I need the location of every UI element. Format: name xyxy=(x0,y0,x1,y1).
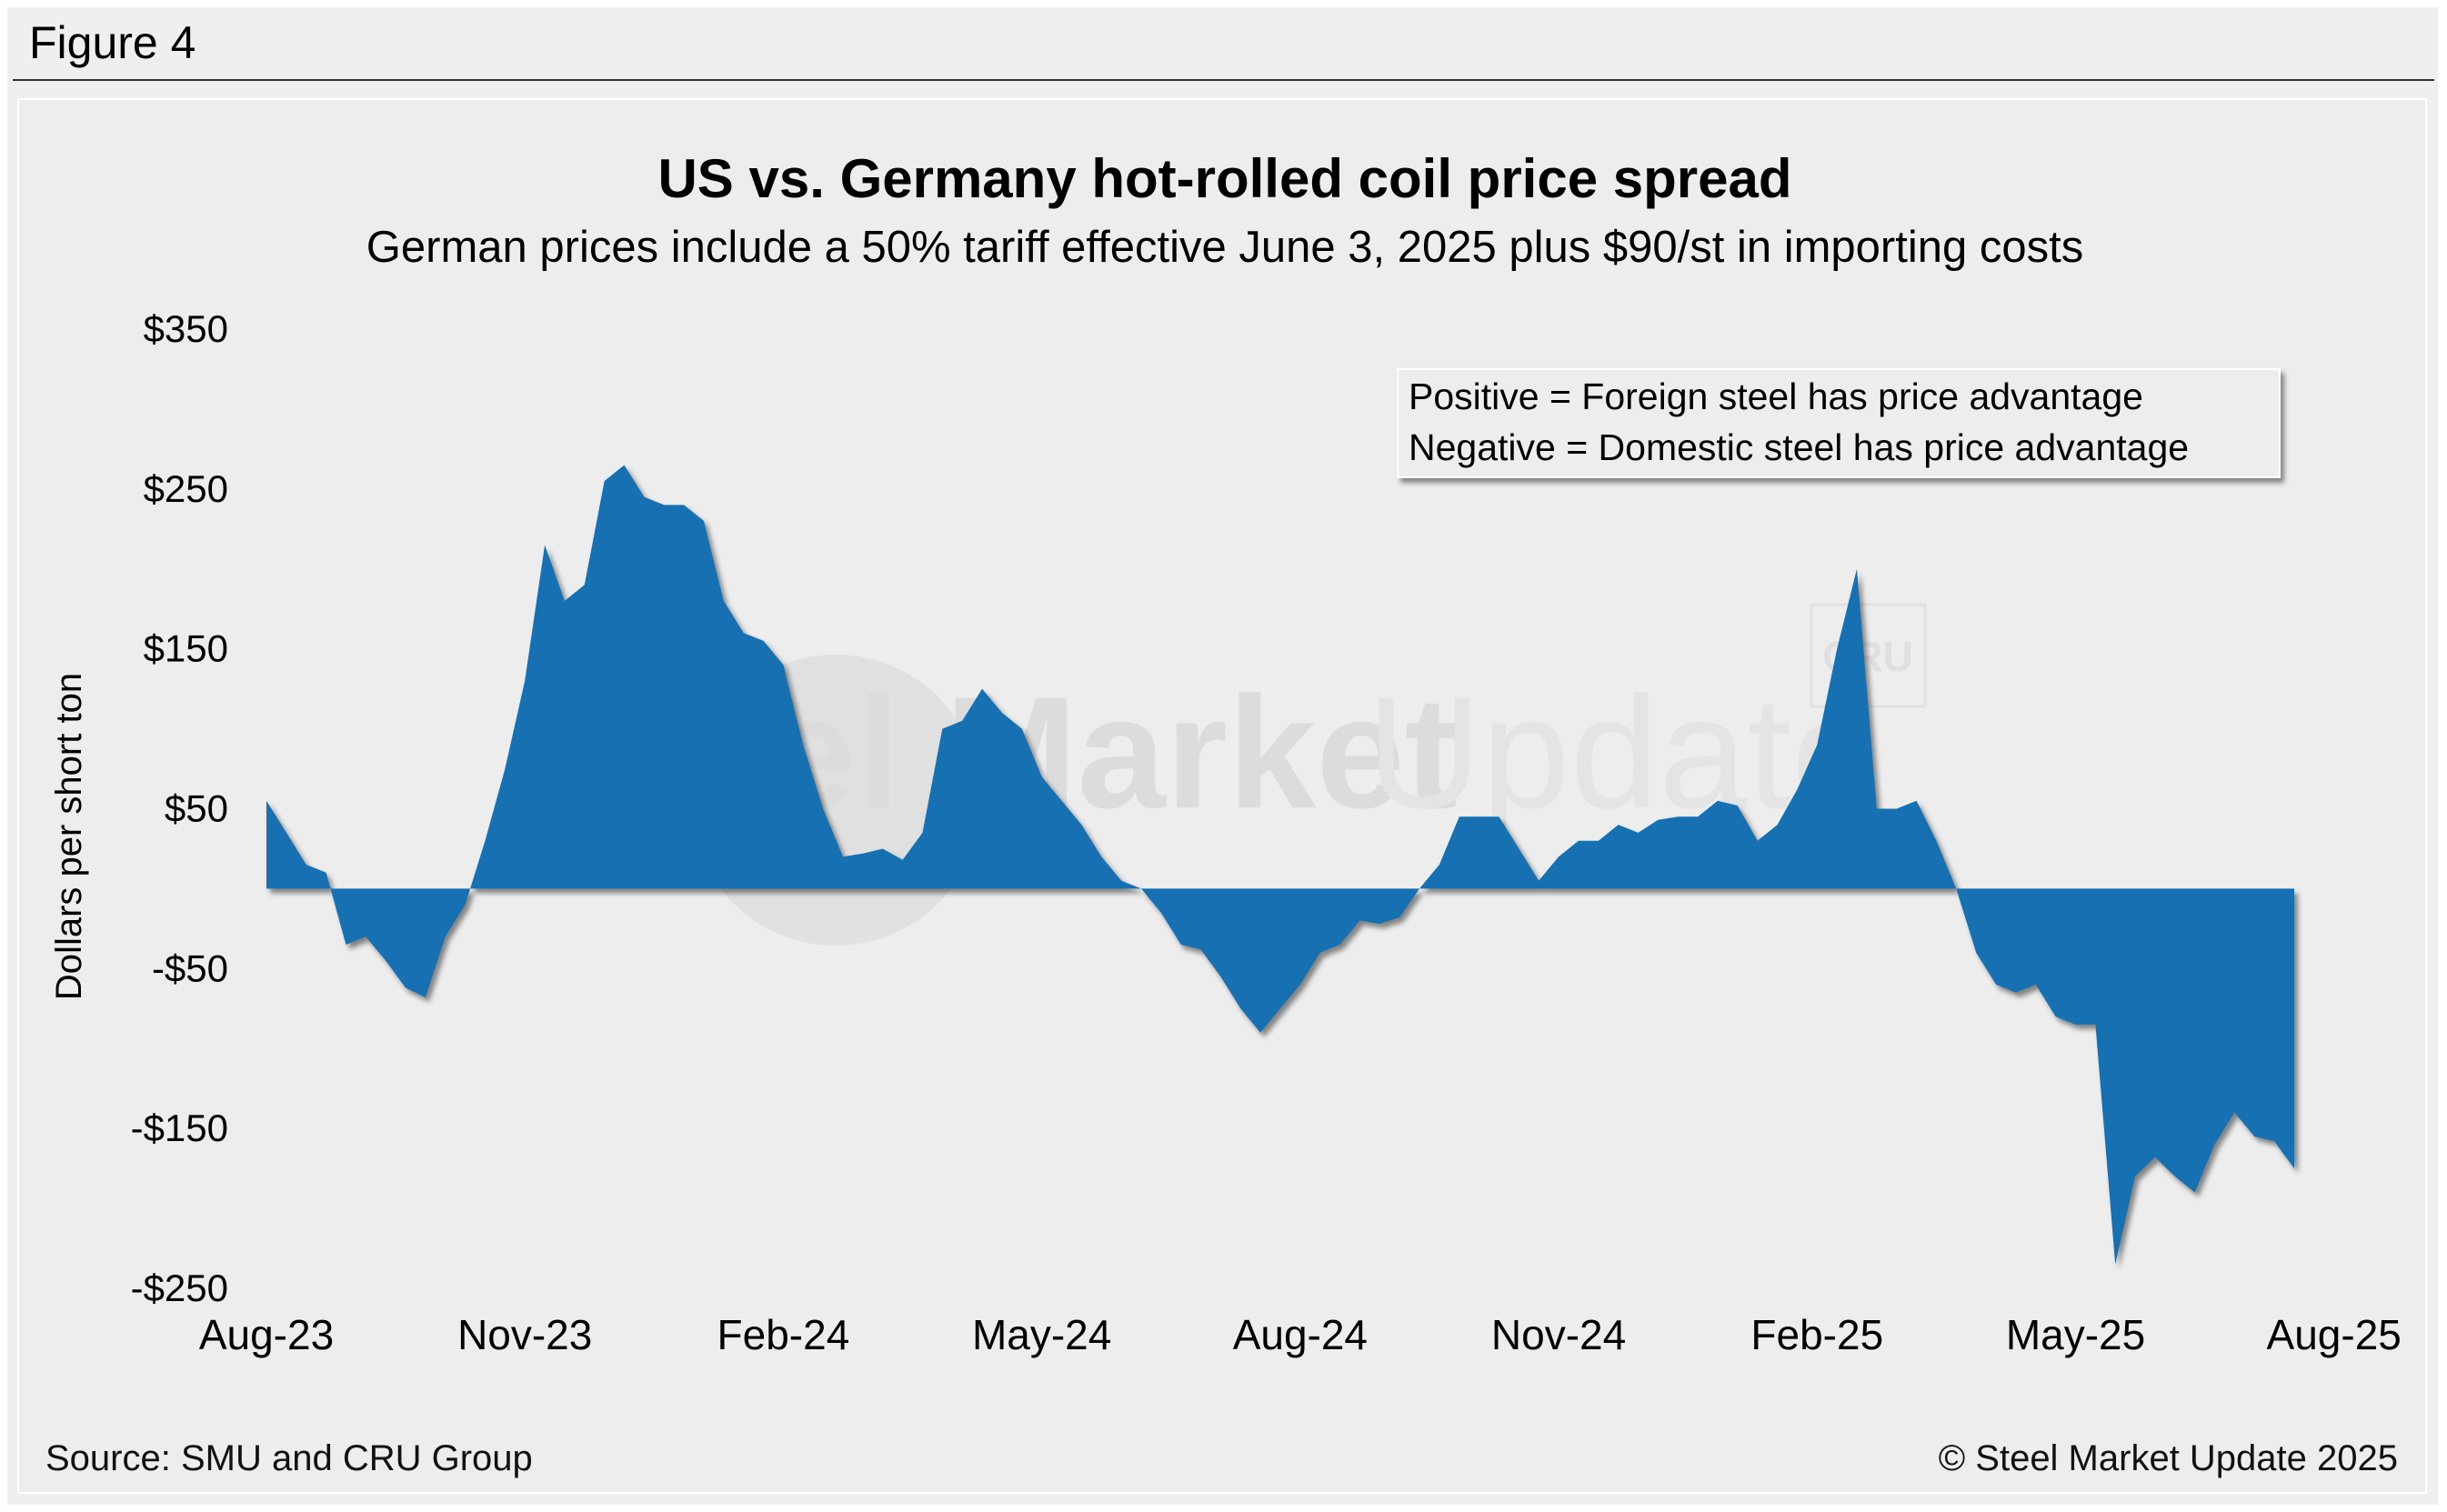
chart-title: US vs. Germany hot-rolled coil price spr… xyxy=(657,148,1791,209)
x-tick-label: May-24 xyxy=(972,1311,1111,1358)
y-tick-label: -$250 xyxy=(131,1267,228,1309)
figure-label: Figure 4 xyxy=(29,17,196,68)
legend-line-negative: Negative = Domestic steel has price adva… xyxy=(1409,426,2189,468)
chart-panel: Steel Market Update CRU US vs. Germany h… xyxy=(17,98,2427,1494)
plot-area xyxy=(266,465,2294,1265)
copyright-note: © Steel Market Update 2025 xyxy=(1938,1438,2398,1478)
x-tick-label: Aug-24 xyxy=(1233,1311,1368,1358)
x-axis-ticks: Aug-23 Nov-23 Feb-24 May-24 Aug-24 Nov-24 Feb-… xyxy=(199,1311,2402,1358)
x-tick-label: Feb-24 xyxy=(717,1311,850,1358)
y-tick-label: -$50 xyxy=(152,946,228,989)
source-note: Source: SMU and CRU Group xyxy=(45,1438,533,1478)
header-divider xyxy=(13,79,2434,81)
x-tick-label: Nov-23 xyxy=(457,1311,592,1358)
x-tick-label: Feb-25 xyxy=(1750,1311,1883,1358)
chart-canvas: Steel Market Update CRU US vs. Germany h… xyxy=(49,148,2402,1358)
y-tick-label: -$150 xyxy=(131,1106,228,1149)
x-tick-label: Aug-23 xyxy=(199,1311,334,1358)
y-tick-label: $250 xyxy=(144,467,228,510)
x-tick-label: Aug-25 xyxy=(2267,1311,2402,1358)
x-tick-label: Nov-24 xyxy=(1491,1311,1626,1358)
chart-subtitle: German prices include a 50% tariff effec… xyxy=(366,223,2083,272)
y-axis-ticks: $350 $250 $150 $50 -$50 -$150 -$250 xyxy=(131,307,228,1309)
y-tick-label: $350 xyxy=(144,307,228,350)
y-tick-label: $50 xyxy=(165,787,228,830)
y-axis-title: Dollars per short ton xyxy=(49,673,89,1000)
legend-box: Positive = Foreign steel has price advan… xyxy=(1397,368,2281,478)
spread-area-series xyxy=(266,465,2294,1265)
y-tick-label: $150 xyxy=(144,627,228,670)
x-tick-label: May-25 xyxy=(2006,1311,2145,1358)
legend-line-positive: Positive = Foreign steel has price advan… xyxy=(1409,375,2143,417)
legend-background xyxy=(1397,368,2281,478)
